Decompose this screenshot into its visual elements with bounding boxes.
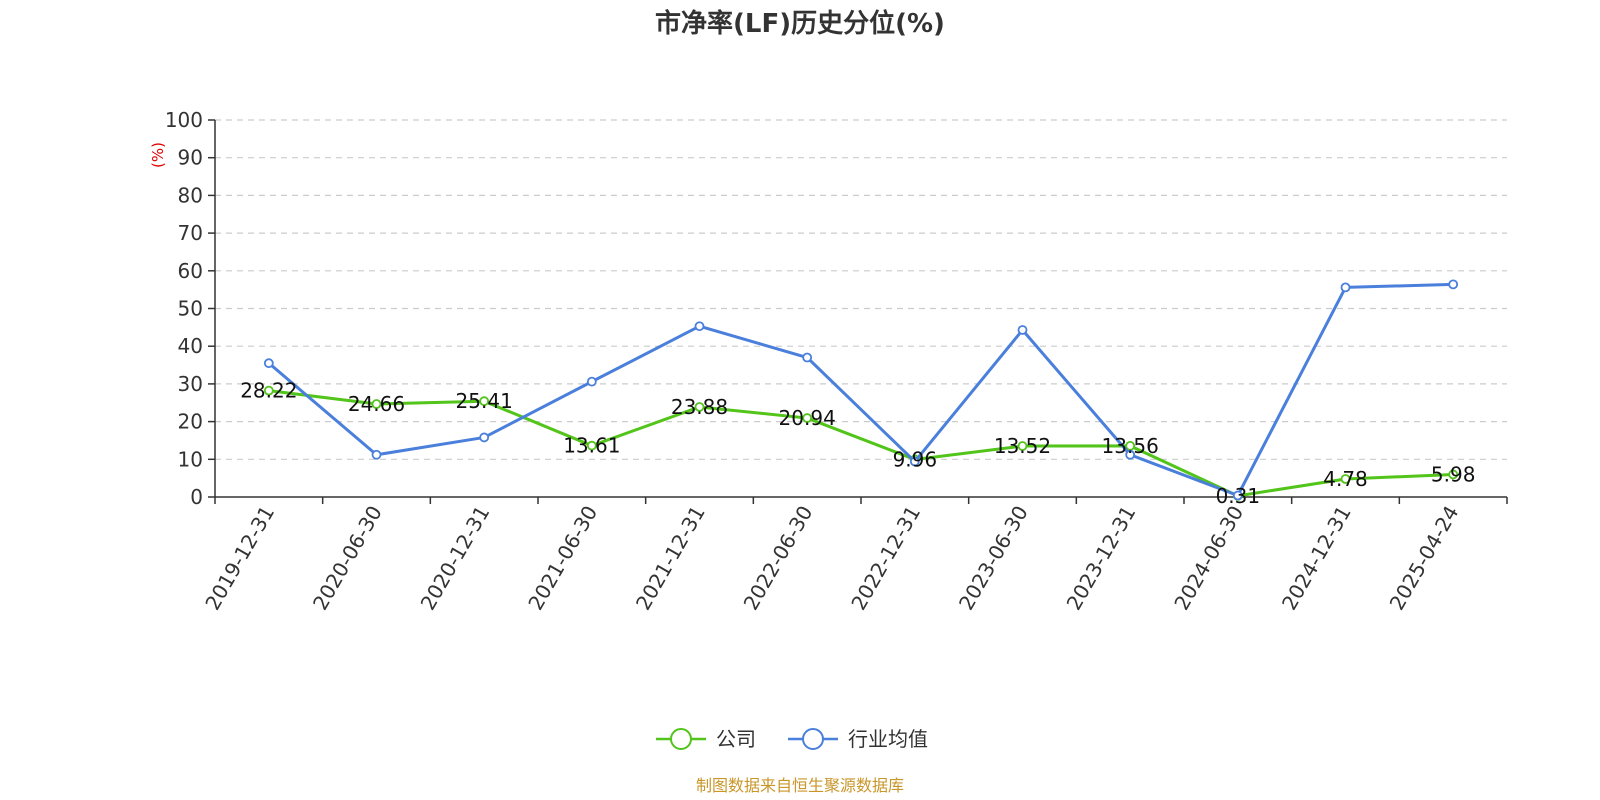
series-point-1 <box>586 376 597 387</box>
series-point-1 <box>694 321 705 332</box>
y-tick-label: 100 <box>165 108 203 132</box>
data-label: 5.98 <box>1431 462 1476 486</box>
data-label: 0.31 <box>1216 484 1261 508</box>
y-tick-label: 80 <box>178 183 203 207</box>
series-point-0 <box>1340 474 1351 484</box>
series-point-1 <box>909 456 920 467</box>
legend-label: 行业均值 <box>848 727 928 751</box>
legend: 公司 行业均值 <box>656 727 928 751</box>
series-point-0 <box>479 396 490 407</box>
y-tick-label: 70 <box>178 221 203 245</box>
legend-label: 公司 <box>716 727 756 751</box>
data-label: 20.94 <box>779 406 836 430</box>
y-tick-label: 40 <box>178 334 203 358</box>
x-tick-label: 2019-12-31 <box>200 502 279 615</box>
data-labels: 28.22 24.66 25.41 13.61 23.88 20.94 9.96 13.52 1… <box>240 379 1475 508</box>
x-tick-label: 2025-04-24 <box>1385 502 1464 615</box>
data-label: 4.78 <box>1323 467 1368 491</box>
legend-item[interactable]: 行业均值 <box>788 727 928 751</box>
data-label: 25.41 <box>456 389 513 413</box>
y-tick-label: 0 <box>190 485 203 509</box>
x-tick-label: 2024-12-31 <box>1277 502 1356 615</box>
data-label: 13.52 <box>994 434 1051 458</box>
y-tick-label: 90 <box>178 146 203 170</box>
series-point-1 <box>1448 279 1459 290</box>
series-point-0 <box>802 413 813 423</box>
data-label: 13.56 <box>1102 434 1159 458</box>
data-label: 23.88 <box>671 395 728 419</box>
x-tick-label: 2023-12-31 <box>1062 502 1141 615</box>
series-layer <box>263 279 1459 501</box>
series-point-0 <box>263 385 274 396</box>
series-point-1 <box>263 358 274 369</box>
y-tick-label: 30 <box>178 372 203 396</box>
series-point-1 <box>371 449 382 460</box>
series-point-0 <box>1448 469 1459 480</box>
legend-marker <box>670 728 692 750</box>
x-tick-label: 2021-12-31 <box>631 502 710 615</box>
series-point-1 <box>1340 282 1351 293</box>
series-point-0 <box>371 399 382 409</box>
x-tick-label: 2022-06-30 <box>739 502 818 615</box>
x-tick-label: 2020-06-30 <box>308 502 387 615</box>
x-tick-label: 2021-06-30 <box>523 502 602 615</box>
legend-marker <box>802 728 824 750</box>
data-label: 24.66 <box>348 392 405 416</box>
chart-title: 市净率(LF)历史分位(%) <box>655 8 945 39</box>
series-point-0 <box>586 440 597 451</box>
x-tick-label: 2024-06-30 <box>1169 502 1248 615</box>
series-point-0 <box>1017 441 1028 451</box>
y-axis-unit-label: (%) <box>149 142 167 168</box>
series-point-0 <box>694 402 705 412</box>
series-point-1 <box>1017 325 1028 335</box>
data-label: 9.96 <box>893 447 938 471</box>
x-tick-label: 2020-12-31 <box>416 501 495 614</box>
x-tick-label: 2022-12-31 <box>846 501 925 614</box>
legend-item[interactable]: 公司 <box>656 727 756 751</box>
data-label: 28.22 <box>240 379 297 403</box>
series-line-0 <box>268 389 1454 498</box>
series-point-1 <box>1232 490 1243 501</box>
series-line-1 <box>267 282 1454 497</box>
y-tick-label: 20 <box>178 410 203 434</box>
series-point-1 <box>802 352 813 363</box>
y-tick-label: 10 <box>178 447 203 471</box>
x-tick-label: 2023-06-30 <box>954 502 1033 615</box>
series-point-1 <box>1125 449 1136 460</box>
series-point-1 <box>479 432 490 443</box>
axes: 0 10 20 30 40 50 60 70 80 90 100 2019-12-31 2020-06-… <box>165 108 1508 615</box>
source-note: 制图数据来自恒生聚源数据库 <box>696 776 904 795</box>
data-label: 13.61 <box>563 434 620 458</box>
y-tick-label: 60 <box>178 259 203 283</box>
y-tick-label: 50 <box>178 297 203 321</box>
